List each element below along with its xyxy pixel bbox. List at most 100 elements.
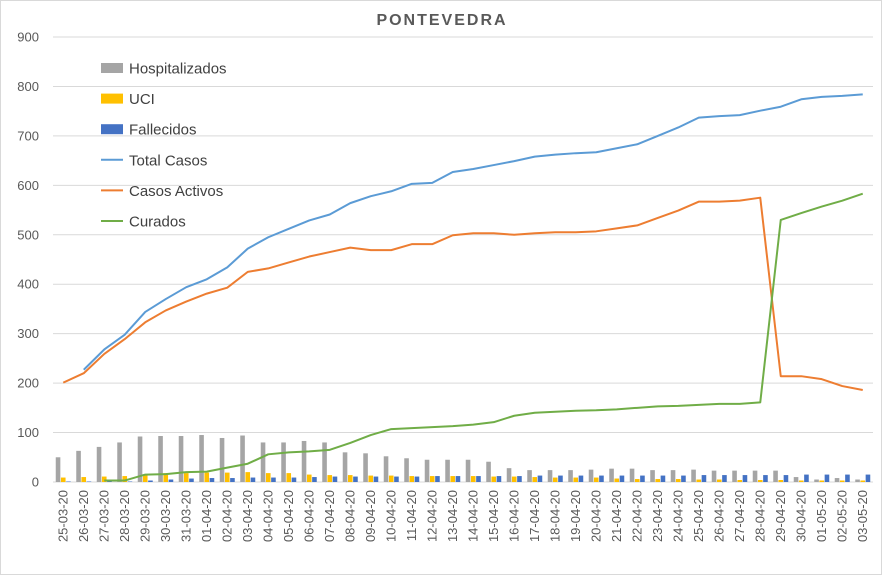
x-tick-label: 22-04-20 bbox=[629, 490, 644, 542]
legend-swatch-hospitalizados bbox=[101, 63, 123, 73]
bar-uci bbox=[635, 479, 640, 482]
x-tick-label: 25-04-20 bbox=[691, 490, 706, 542]
bar-uci bbox=[409, 476, 414, 482]
bar-fallecidos bbox=[230, 478, 235, 482]
bar-hospitalizados bbox=[548, 470, 553, 482]
x-tick-label: 29-04-20 bbox=[773, 490, 788, 542]
chart-title: PONTEVEDRA bbox=[376, 12, 507, 29]
bar-uci bbox=[204, 473, 209, 482]
bar-hospitalizados bbox=[589, 470, 594, 482]
legend-label-casos-activos: Casos Activos bbox=[129, 183, 223, 200]
y-tick-label: 900 bbox=[17, 30, 39, 45]
x-tick-label: 19-04-20 bbox=[568, 490, 583, 542]
legend-label-fallecidos: Fallecidos bbox=[129, 122, 197, 139]
x-tick-label: 24-04-20 bbox=[670, 490, 685, 542]
x-tick-label: 27-04-20 bbox=[732, 490, 747, 542]
x-tick-label: 15-04-20 bbox=[486, 490, 501, 542]
bar-fallecidos bbox=[825, 475, 830, 482]
x-tick-label: 20-04-20 bbox=[588, 490, 603, 542]
y-tick-label: 600 bbox=[17, 178, 39, 193]
bar-uci bbox=[655, 479, 660, 482]
bar-hospitalizados bbox=[507, 468, 512, 482]
legend-label-uci: UCI bbox=[129, 91, 155, 108]
bar-uci bbox=[860, 481, 865, 482]
bar-fallecidos bbox=[743, 475, 748, 482]
bar-hospitalizados bbox=[302, 441, 307, 482]
bar-uci bbox=[245, 472, 250, 482]
bar-uci bbox=[512, 477, 517, 482]
x-tick-label: 28-03-20 bbox=[117, 490, 132, 542]
bar-fallecidos bbox=[292, 478, 297, 482]
bar-fallecidos bbox=[579, 476, 584, 482]
bar-hospitalizados bbox=[671, 470, 676, 482]
bar-uci bbox=[471, 476, 476, 482]
bar-fallecidos bbox=[517, 476, 522, 482]
x-tick-label: 10-04-20 bbox=[383, 490, 398, 542]
bar-fallecidos bbox=[784, 475, 789, 482]
bar-hospitalizados bbox=[527, 470, 532, 482]
bar-hospitalizados bbox=[240, 436, 245, 482]
x-tick-label: 04-04-20 bbox=[260, 490, 275, 542]
bar-hospitalizados bbox=[199, 435, 204, 482]
bar-hospitalizados bbox=[814, 480, 819, 482]
bar-hospitalizados bbox=[753, 471, 758, 482]
x-tick-label: 03-04-20 bbox=[240, 490, 255, 542]
bar-hospitalizados bbox=[343, 452, 348, 482]
bar-fallecidos bbox=[476, 476, 481, 482]
bar-hospitalizados bbox=[56, 457, 61, 482]
x-tick-label: 07-04-20 bbox=[322, 490, 337, 542]
bar-uci bbox=[717, 480, 722, 482]
bar-uci bbox=[594, 478, 599, 482]
bar-hospitalizados bbox=[179, 436, 184, 482]
bar-uci bbox=[327, 475, 332, 482]
bar-uci bbox=[819, 481, 824, 482]
x-tick-label: 05-04-20 bbox=[281, 490, 296, 542]
bar-hospitalizados bbox=[773, 471, 778, 482]
bar-fallecidos bbox=[640, 476, 645, 482]
bar-uci bbox=[430, 476, 435, 482]
bar-fallecidos bbox=[271, 478, 276, 482]
bar-hospitalizados bbox=[712, 471, 717, 482]
bar-hospitalizados bbox=[609, 469, 614, 482]
bar-fallecidos bbox=[722, 475, 727, 482]
bar-hospitalizados bbox=[835, 478, 840, 482]
bar-fallecidos bbox=[210, 478, 215, 482]
x-tick-label: 13-04-20 bbox=[445, 490, 460, 542]
bar-hospitalizados bbox=[117, 442, 122, 482]
x-tick-label: 14-04-20 bbox=[465, 490, 480, 542]
x-tick-label: 27-03-20 bbox=[96, 490, 111, 542]
x-tick-label: 28-04-20 bbox=[752, 490, 767, 542]
bar-uci bbox=[348, 475, 353, 482]
bar-hospitalizados bbox=[568, 470, 573, 482]
bar-uci bbox=[286, 473, 291, 482]
y-tick-label: 200 bbox=[17, 376, 39, 391]
bar-uci bbox=[532, 477, 537, 482]
bar-layer bbox=[56, 435, 871, 482]
x-tick-label: 02-04-20 bbox=[219, 490, 234, 542]
y-tick-label: 400 bbox=[17, 277, 39, 292]
bar-fallecidos bbox=[353, 477, 358, 482]
bar-fallecidos bbox=[333, 477, 338, 482]
bar-hospitalizados bbox=[384, 456, 389, 482]
bar-uci bbox=[61, 478, 66, 482]
bar-uci bbox=[778, 480, 783, 482]
x-tick-label: 08-04-20 bbox=[342, 490, 357, 542]
bar-fallecidos bbox=[538, 476, 543, 482]
bar-fallecidos bbox=[866, 475, 871, 482]
bar-uci bbox=[450, 476, 455, 482]
y-tick-label: 500 bbox=[17, 227, 39, 242]
x-tick-label: 21-04-20 bbox=[609, 490, 624, 542]
bar-fallecidos bbox=[599, 476, 604, 482]
bar-hospitalizados bbox=[281, 442, 286, 482]
bar-hospitalizados bbox=[322, 442, 327, 482]
x-tick-label: 12-04-20 bbox=[424, 490, 439, 542]
bar-uci bbox=[758, 480, 763, 482]
x-tick-label: 09-04-20 bbox=[363, 490, 378, 542]
bar-fallecidos bbox=[620, 476, 625, 482]
bar-fallecidos bbox=[845, 475, 850, 482]
bar-uci bbox=[491, 477, 496, 482]
bar-fallecidos bbox=[394, 477, 399, 482]
bar-uci bbox=[840, 481, 845, 482]
